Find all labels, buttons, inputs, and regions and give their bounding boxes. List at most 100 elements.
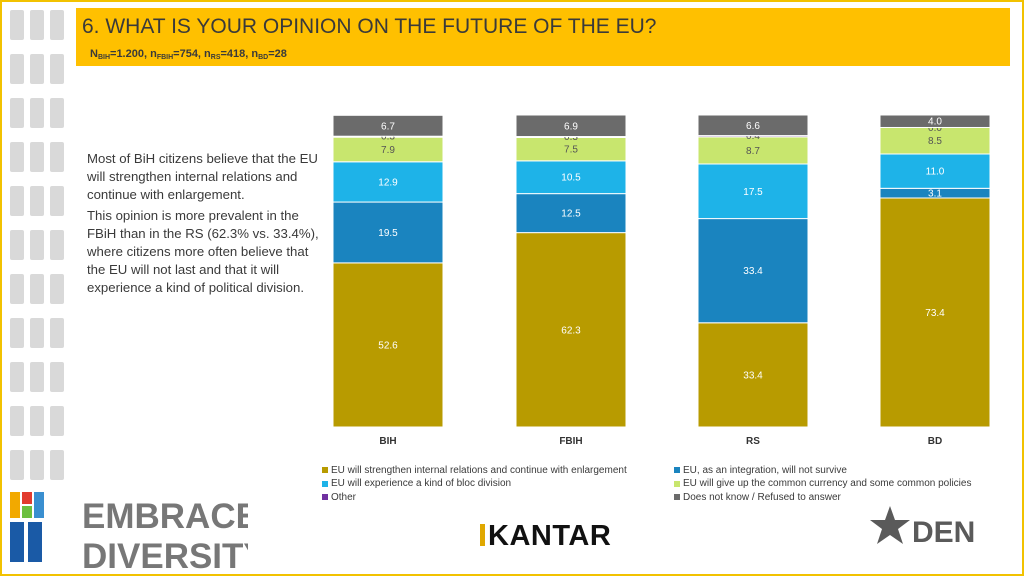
data-label: 6.6 xyxy=(746,121,760,132)
side-pattern-block xyxy=(30,362,44,392)
den-star-icon xyxy=(870,506,910,544)
side-pattern-block xyxy=(30,450,44,480)
data-label: 12.5 xyxy=(561,209,581,220)
side-pattern-logo xyxy=(10,10,64,480)
side-pattern-block xyxy=(50,230,64,260)
data-label: 0.4 xyxy=(746,131,760,142)
data-label: 12.9 xyxy=(378,177,398,188)
legend-label: Does not know / Refused to answer xyxy=(683,491,841,503)
side-pattern-block xyxy=(10,406,24,436)
bar-segment xyxy=(879,126,991,155)
bar-segment xyxy=(515,160,627,195)
side-pattern-block xyxy=(10,98,24,128)
data-label: 8.5 xyxy=(928,136,942,147)
sample-fbih: =754, n xyxy=(173,48,211,60)
legend-swatch xyxy=(674,480,680,487)
side-pattern-block xyxy=(30,406,44,436)
bar-segment xyxy=(697,163,809,220)
data-label: 62.3 xyxy=(561,325,581,336)
data-label: 19.5 xyxy=(378,228,398,239)
side-pattern-block xyxy=(50,186,64,216)
side-pattern-block xyxy=(10,318,24,348)
den-logo: DEN xyxy=(870,506,975,549)
diversity-text: DIVERSITY xyxy=(82,537,248,572)
side-pattern-block xyxy=(30,186,44,216)
bar-segment xyxy=(332,262,444,428)
sample-sub-fbih: FBIH xyxy=(156,54,174,61)
data-label: 4.0 xyxy=(928,117,942,128)
kantar-mark xyxy=(480,524,485,546)
data-label: 33.4 xyxy=(743,266,763,277)
side-pattern-block xyxy=(50,54,64,84)
legend-item: EU, as an integration, will not survive xyxy=(674,464,1012,477)
legend-label: EU, as an integration, will not survive xyxy=(683,464,847,476)
kantar-text: KANTAR xyxy=(488,520,612,552)
ed-mark-e xyxy=(10,522,24,562)
bar-segment xyxy=(515,193,627,234)
side-pattern-block xyxy=(50,362,64,392)
side-pattern-block xyxy=(30,230,44,260)
side-pattern-block xyxy=(10,142,24,172)
side-pattern-block xyxy=(50,318,64,348)
data-label: 11.0 xyxy=(926,167,945,178)
side-pattern-block xyxy=(50,142,64,172)
legend-swatch xyxy=(322,480,328,487)
bar-segment xyxy=(332,201,444,264)
legend-item: EU will experience a kind of bloc divisi… xyxy=(322,478,674,491)
side-pattern-block xyxy=(10,450,24,480)
bar-segment xyxy=(332,161,444,203)
ed-mark-dot xyxy=(22,506,32,518)
legend-item: Other xyxy=(322,491,674,504)
side-pattern-block xyxy=(30,274,44,304)
chart-legend: EU will strengthen internal relations an… xyxy=(322,464,1012,504)
side-pattern-block xyxy=(10,362,24,392)
description-text: Most of BiH citizens believe that the EU… xyxy=(87,150,327,297)
category-label: RS xyxy=(746,436,760,447)
bar-segment xyxy=(515,114,627,138)
header-banner: 6. WHAT IS YOUR OPINION ON THE FUTURE OF… xyxy=(76,8,1010,66)
data-label: 8.7 xyxy=(746,146,760,157)
bar-segment xyxy=(515,232,627,428)
category-label: BD xyxy=(928,436,942,447)
description-paragraph-2: This opinion is more prevalent in the FB… xyxy=(87,208,319,295)
data-label: 10.5 xyxy=(561,173,581,184)
page-title: 6. WHAT IS YOUR OPINION ON THE FUTURE OF… xyxy=(82,15,657,38)
sample-bih: =1.200, n xyxy=(110,48,157,60)
legend-item: EU will give up the common currency and … xyxy=(674,478,1012,491)
data-label: 3.1 xyxy=(928,189,942,200)
legend-swatch xyxy=(322,467,328,474)
data-label: 52.6 xyxy=(378,340,398,351)
side-pattern-block xyxy=(30,142,44,172)
data-label: 17.5 xyxy=(743,187,763,198)
sample-sub-rs: RS xyxy=(210,54,221,61)
side-pattern-block xyxy=(50,406,64,436)
sample-size-prefix: N xyxy=(90,48,98,60)
data-label: 0.3 xyxy=(564,132,578,143)
data-label: 7.5 xyxy=(564,145,578,156)
side-pattern-block xyxy=(10,274,24,304)
embrace-text: EMBRACE xyxy=(82,497,248,536)
description-paragraph-1: Most of BiH citizens believe that the EU… xyxy=(87,151,318,202)
legend-swatch xyxy=(674,467,680,474)
bar-segment xyxy=(697,114,809,137)
ed-mark-h xyxy=(34,492,44,518)
data-label: 7.9 xyxy=(381,145,395,156)
side-pattern-block xyxy=(30,54,44,84)
side-pattern-block xyxy=(50,450,64,480)
data-label: 0.0 xyxy=(928,123,942,134)
side-pattern-block xyxy=(30,98,44,128)
bar-segment xyxy=(879,197,991,428)
data-label: 73.4 xyxy=(925,308,945,319)
legend-label: EU will experience a kind of bloc divisi… xyxy=(331,478,512,490)
side-pattern-block xyxy=(50,98,64,128)
kantar-logo: KANTAR xyxy=(480,520,611,553)
legend-label: Other xyxy=(331,491,357,503)
bar-segment xyxy=(879,114,991,128)
sample-size: NBIH=1.200, nFBIH=754, nRS=418, nBD=28 xyxy=(90,48,287,61)
ed-mark-i xyxy=(22,492,32,504)
sample-rs: =418, n xyxy=(220,48,259,60)
sample-sub-bih: BIH xyxy=(97,54,111,61)
side-pattern-block xyxy=(50,274,64,304)
